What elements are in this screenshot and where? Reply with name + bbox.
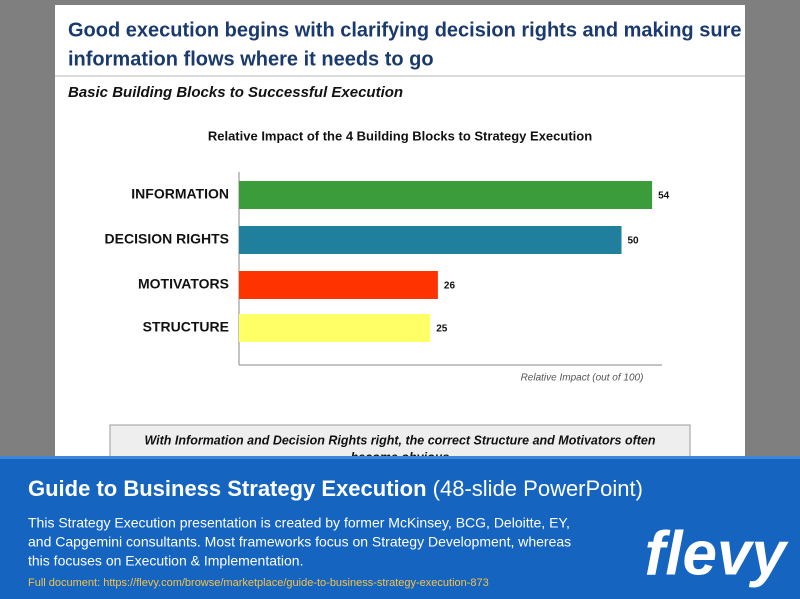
value-label: 26 [444, 281, 456, 292]
y-tick-label: STRUCTURE [143, 319, 229, 335]
y-tick-label: DECISION RIGHTS [105, 231, 229, 247]
logo: flevy [645, 519, 790, 588]
banner-body: and Capgemini consultants. Most framewor… [28, 534, 571, 550]
y-tick-label: INFORMATION [131, 186, 229, 202]
value-label: 54 [658, 191, 670, 202]
banner-title: Guide to Business Strategy Execution (48… [28, 476, 643, 501]
y-tick-label: MOTIVATORS [138, 276, 229, 292]
document-link[interactable]: Full document: https://flevy.com/browse/… [28, 577, 489, 589]
chart-title: Relative Impact of the 4 Building Blocks… [208, 128, 592, 143]
plot: INFORMATION 54 DECISION RIGHTS 50 MOTIVATORS… [105, 181, 670, 342]
slide-title: Good execution begins with clarifying de… [68, 19, 741, 41]
x-axis-label: Relative Impact (out of 100) [521, 373, 644, 384]
bar [239, 181, 653, 209]
banner-border [0, 456, 800, 459]
banner-title-main: Guide to Business Strategy Execution [28, 476, 427, 501]
banner-title-suffix: (48-slide PowerPoint) [433, 476, 643, 501]
bar [239, 226, 622, 254]
subtitle: Basic Building Blocks to Successful Exec… [68, 84, 403, 101]
callout-text: With Information and Decision Rights rig… [144, 433, 655, 447]
banner-body: this focuses on Execution & Implementati… [28, 553, 303, 569]
bar [239, 271, 438, 299]
value-label: 25 [436, 324, 448, 335]
banner-body: This Strategy Execution presentation is … [28, 515, 570, 531]
value-label: 50 [628, 236, 640, 247]
slide-title: information flows where it needs to go [68, 48, 434, 70]
bar [239, 314, 431, 342]
banner [0, 456, 800, 599]
